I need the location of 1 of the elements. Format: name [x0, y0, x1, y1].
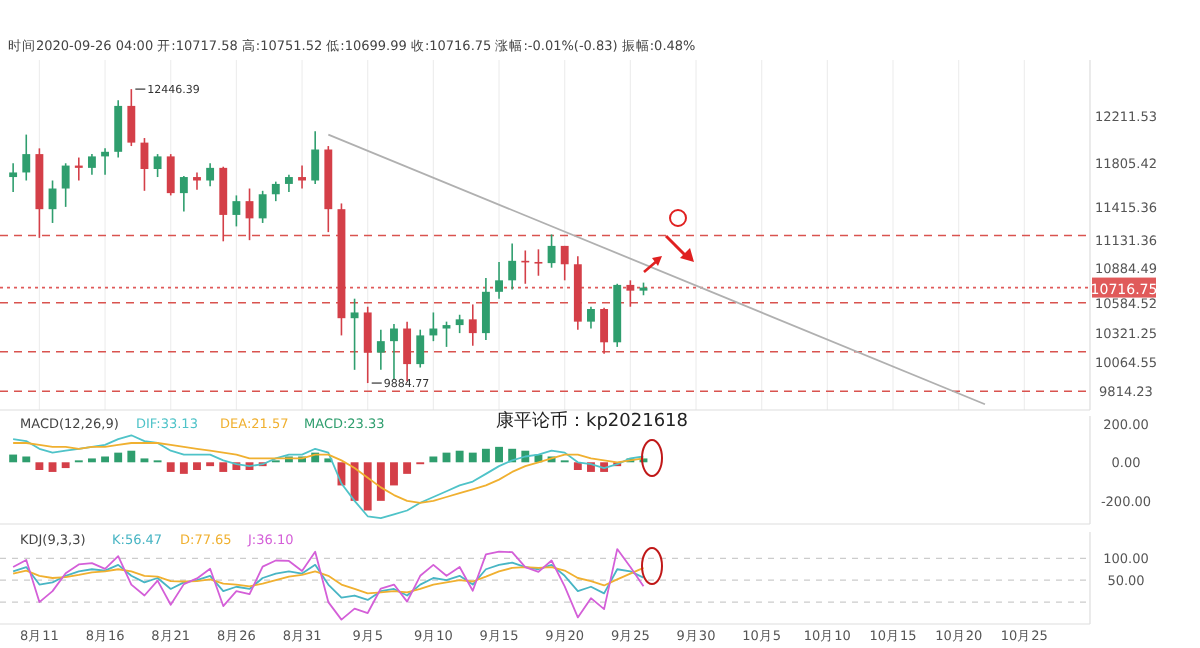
annotation: 康平论币：kp2021618 — [496, 410, 689, 432]
